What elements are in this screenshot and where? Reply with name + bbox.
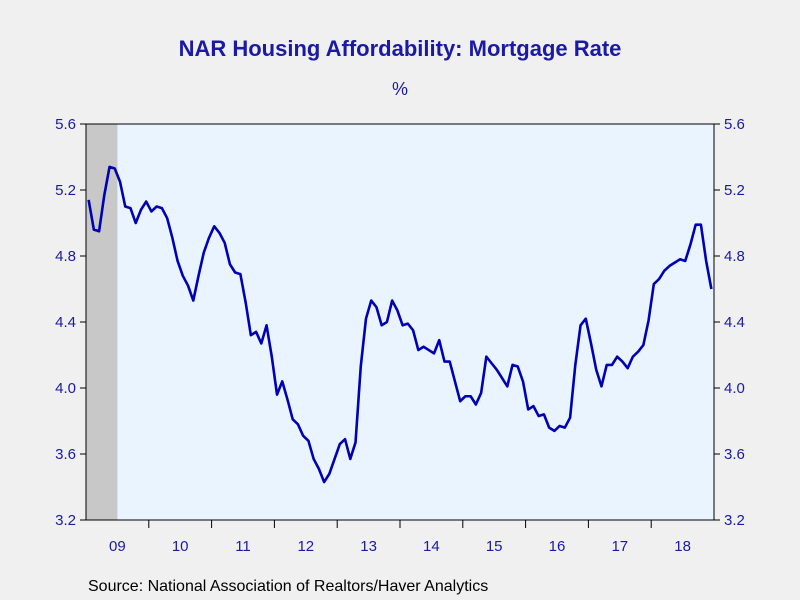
y-tick-label-right: 3.6 — [724, 446, 745, 463]
y-tick-label-left: 4.4 — [55, 314, 76, 331]
x-tick-label: 10 — [172, 538, 189, 555]
x-tick-label: 14 — [423, 538, 440, 555]
y-tick-label-right: 4.8 — [724, 248, 745, 265]
recession-shade — [86, 124, 118, 520]
unit-label: % — [391, 79, 408, 99]
x-tick-label: 18 — [674, 538, 691, 555]
plot-area — [86, 124, 714, 520]
y-tick-label-right: 5.6 — [724, 116, 745, 133]
y-tick-label-right: 4.4 — [724, 314, 745, 331]
source-note: Source: National Association of Realtors… — [88, 578, 489, 595]
y-tick-label-right: 4.0 — [724, 380, 745, 397]
x-tick-label: 12 — [297, 538, 314, 555]
x-tick-label: 11 — [235, 538, 251, 555]
y-tick-label-left: 4.0 — [55, 380, 76, 397]
y-tick-label-left: 3.6 — [55, 446, 76, 463]
x-tick-label: 17 — [611, 538, 628, 555]
x-tick-label: 13 — [360, 538, 377, 555]
mortgage-rate-line — [87, 165, 713, 484]
y-tick-label-right: 5.2 — [724, 182, 745, 199]
y-tick-label-left: 3.2 — [55, 512, 76, 529]
chart-title: NAR Housing Affordability: Mortgage Rate — [178, 36, 622, 61]
x-tick-label: 15 — [486, 538, 503, 555]
y-tick-label-left: 5.2 — [55, 182, 76, 199]
y-tick-label-left: 5.6 — [55, 116, 76, 133]
y-tick-label-right: 3.2 — [724, 512, 745, 529]
y-tick-label-left: 4.8 — [55, 248, 76, 265]
x-tick-label: 09 — [109, 538, 126, 555]
x-tick-label: 16 — [549, 538, 566, 555]
